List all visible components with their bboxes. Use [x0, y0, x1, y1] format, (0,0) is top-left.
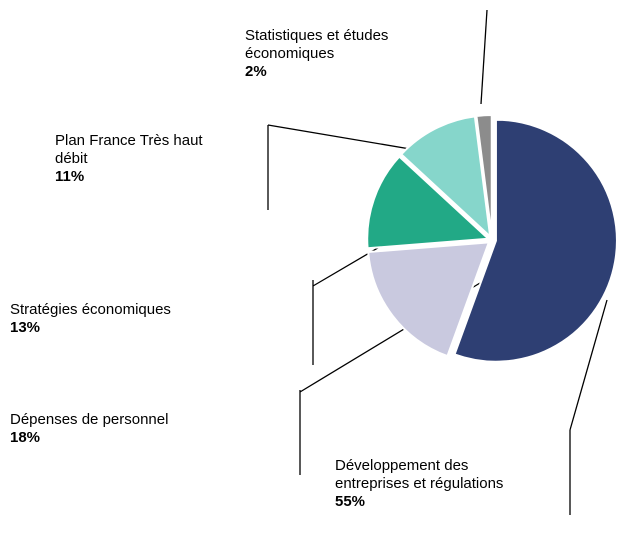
leader-line [569, 299, 608, 431]
category-label: Dépenses de personnel [10, 411, 169, 428]
pie-slice [366, 155, 491, 250]
category-label: Développement des entreprises et régulat… [335, 457, 504, 492]
value-label: 2% [245, 63, 267, 80]
pie-slice [475, 114, 493, 237]
category-label: Statistiques et études économiques [245, 27, 389, 62]
label: Plan France Très haut débit 11% [55, 132, 230, 186]
slices [366, 114, 618, 363]
label: Stratégies économiques 13% [10, 301, 270, 337]
label: Développement des entreprises et régulat… [335, 457, 540, 511]
category-label: Stratégies économiques [10, 301, 171, 318]
value-label: 11% [55, 168, 85, 185]
pie-slice [399, 115, 492, 240]
pie-slice [367, 241, 491, 358]
value-label: 18% [10, 429, 41, 446]
leader-line [480, 9, 488, 105]
label: Statistiques et études économiques 2% [245, 27, 450, 81]
pie-slice [453, 118, 618, 363]
value-label: 13% [10, 319, 41, 336]
leader-line [267, 124, 423, 152]
category-label: Plan France Très haut débit [55, 132, 203, 167]
value-label: 55% [335, 493, 366, 510]
label: Dépenses de personnel 18% [10, 411, 270, 447]
